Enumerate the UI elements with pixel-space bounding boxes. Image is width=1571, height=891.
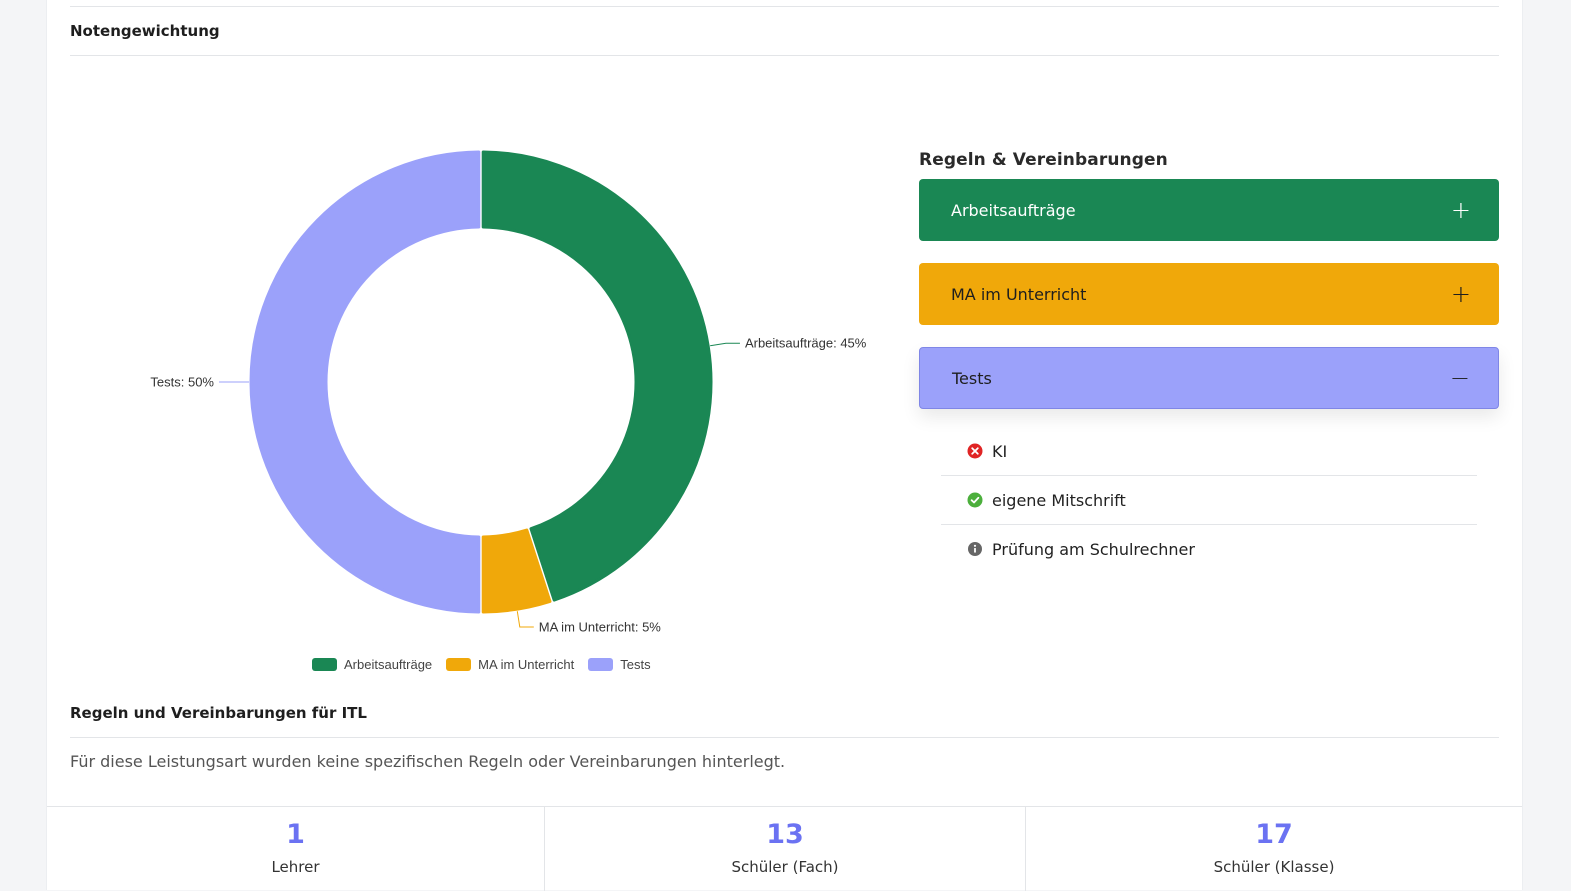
weighting-donut-chart: Arbeitsaufträge: 45% MA im Unterricht: 5%… bbox=[150, 150, 867, 634]
stats-row: 1 Lehrer 13 Schüler (Fach) 17 Schüler (K… bbox=[47, 806, 1522, 891]
x-circle-icon bbox=[967, 443, 983, 459]
data-label-tests: Tests: 50% bbox=[150, 375, 214, 390]
stat-value: 17 bbox=[1255, 819, 1293, 850]
accordion-tests[interactable]: Tests − bbox=[919, 347, 1499, 409]
legend-label: Arbeitsaufträge bbox=[344, 657, 433, 672]
legend-swatch bbox=[588, 658, 614, 671]
collapse-icon: − bbox=[1449, 364, 1470, 392]
legend-item-arbeitsauftraege[interactable]: Arbeitsaufträge bbox=[312, 657, 432, 672]
stat-label: Schüler (Klasse) bbox=[1213, 858, 1335, 876]
leader-line bbox=[710, 342, 740, 347]
main-card: Notengewichtung Arbeitsaufträge: 45% MA i… bbox=[46, 0, 1523, 891]
legend-swatch bbox=[446, 658, 472, 671]
leader-line bbox=[516, 611, 534, 628]
accordion-label: Tests bbox=[952, 368, 992, 388]
legend-swatch bbox=[312, 658, 337, 671]
divider bbox=[70, 55, 1499, 56]
accordion-label: MA im Unterricht bbox=[951, 284, 1087, 304]
accordion-label: Arbeitsaufträge bbox=[951, 200, 1076, 220]
expand-icon: + bbox=[1450, 280, 1471, 308]
list-item: eigene Mitschrift bbox=[941, 476, 1477, 525]
no-rules-text: Für diese Leistungsart wurden keine spez… bbox=[70, 752, 786, 771]
legend-label: Tests bbox=[620, 657, 651, 672]
expand-icon: + bbox=[1450, 196, 1471, 224]
stat-students-class: 17 Schüler (Klasse) bbox=[1026, 807, 1522, 891]
accordion-ma-im-unterricht[interactable]: MA im Unterricht + bbox=[919, 263, 1499, 325]
legend-item-tests[interactable]: Tests bbox=[588, 657, 651, 672]
check-circle-icon bbox=[967, 492, 983, 508]
info-circle-icon bbox=[967, 541, 983, 557]
weighting-title: Notengewichtung bbox=[70, 22, 220, 40]
rule-label: KI bbox=[992, 441, 1008, 461]
rule-label: Prüfung am Schulrechner bbox=[992, 539, 1195, 559]
data-label-arbeitsauftraege: Arbeitsaufträge: 45% bbox=[745, 336, 867, 351]
slice-arbeitsauftraege[interactable] bbox=[481, 150, 713, 602]
accordion-arbeitsauftraege[interactable]: Arbeitsaufträge + bbox=[919, 179, 1499, 241]
divider bbox=[70, 737, 1499, 738]
stat-label: Lehrer bbox=[271, 858, 320, 876]
stat-label: Schüler (Fach) bbox=[731, 858, 839, 876]
rules-title: Regeln & Vereinbarungen bbox=[919, 150, 1168, 170]
rules-panel: Regeln & Vereinbarungen Arbeitsaufträge … bbox=[919, 150, 1499, 573]
tests-rules-list: KI eigene Mitschrift Prüfung am Schulrec… bbox=[941, 427, 1477, 573]
legend-label: MA im Unterricht bbox=[478, 657, 575, 672]
slice-tests[interactable] bbox=[249, 150, 481, 614]
list-item: Prüfung am Schulrechner bbox=[941, 525, 1477, 573]
list-item: KI bbox=[941, 427, 1477, 476]
stat-value: 1 bbox=[286, 819, 305, 850]
stat-teachers: 1 Lehrer bbox=[47, 807, 545, 891]
data-label-ma-im-unterricht: MA im Unterricht: 5% bbox=[539, 619, 662, 634]
stat-students-subject: 13 Schüler (Fach) bbox=[545, 807, 1026, 891]
rule-label: eigene Mitschrift bbox=[992, 490, 1126, 510]
slice-ma-im-unterricht[interactable] bbox=[481, 528, 552, 614]
chart-legend: Arbeitsaufträge MA im Unterricht Tests bbox=[312, 657, 651, 672]
legend-item-ma-im-unterricht[interactable]: MA im Unterricht bbox=[446, 657, 574, 672]
itl-rules-title: Regeln und Vereinbarungen für ITL bbox=[70, 704, 367, 722]
stat-value: 13 bbox=[766, 819, 804, 850]
divider bbox=[70, 6, 1499, 7]
